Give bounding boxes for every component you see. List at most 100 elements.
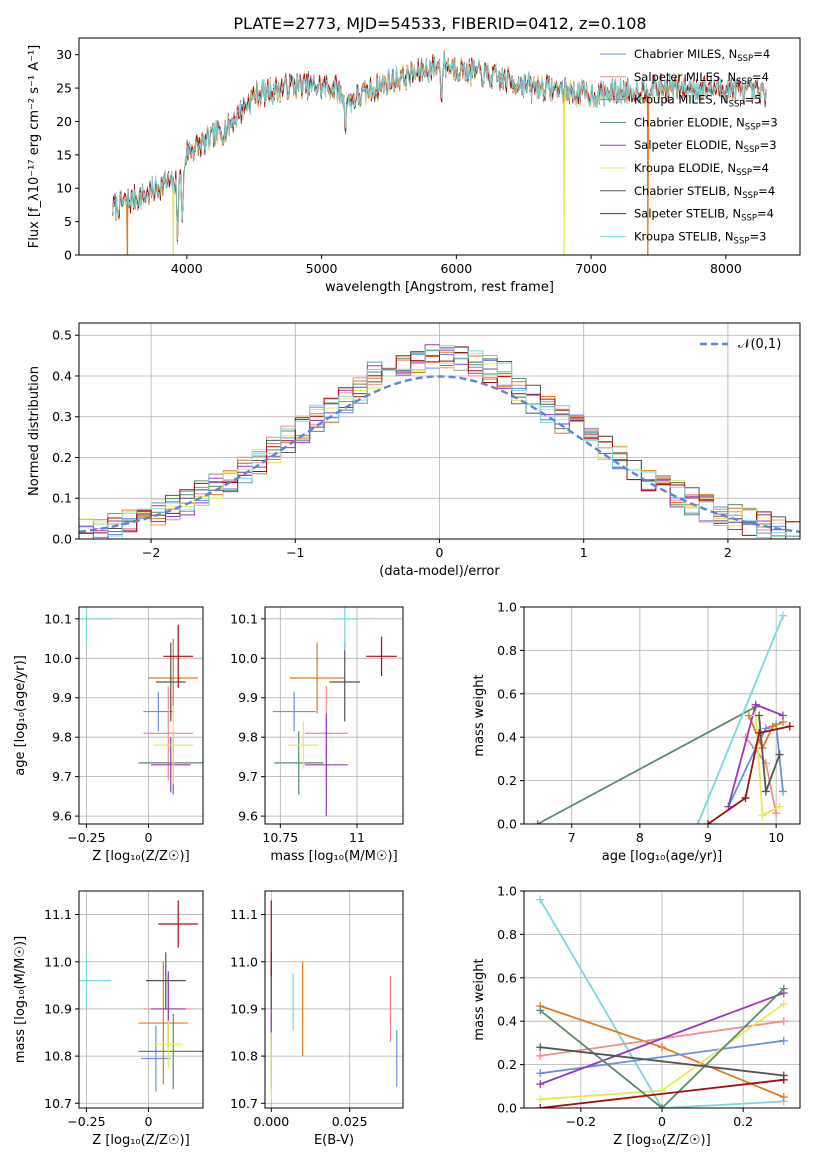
legend-nssp-prefix: , N bbox=[729, 115, 745, 129]
weight-line-kroupa-miles bbox=[748, 715, 784, 751]
legend-nssp-prefix: , N bbox=[720, 70, 736, 84]
legend-nssp-prefix: , N bbox=[718, 229, 734, 243]
legend-equals: = bbox=[753, 47, 763, 61]
weight-marker-salpeter-stelib bbox=[755, 728, 764, 737]
weight-line-chabrier-stelib bbox=[540, 1046, 784, 1077]
x-tick-label: 5000 bbox=[306, 261, 338, 276]
x-tick-label: 8 bbox=[636, 830, 644, 845]
y-tick-label: 9.9 bbox=[238, 690, 258, 705]
legend-nssp-value: 5 bbox=[754, 93, 761, 107]
y-tick-label: 11.1 bbox=[230, 907, 258, 922]
axes-frame bbox=[523, 606, 801, 825]
weight-line-chabrier-miles bbox=[540, 1039, 784, 1075]
plot-area bbox=[536, 895, 788, 1108]
legend-nssp-value: 4 bbox=[768, 184, 775, 198]
x-tick-label: 1 bbox=[580, 545, 588, 560]
weight-marker-kroupa-stelib bbox=[693, 820, 702, 824]
legend-nssp-prefix: , N bbox=[720, 161, 736, 175]
residual-histogram-panel: −2 −1 0 1 2 0.0 0.1 0.2 0.3 0.4 0.5 (data-model)/er… bbox=[27, 322, 801, 579]
legend-ssp-subscript: SSP bbox=[742, 191, 758, 201]
y-tick-label: 15 bbox=[56, 147, 72, 162]
legend-nssp-prefix: , N bbox=[725, 207, 741, 221]
weight-marker-chabrier-miles bbox=[536, 1069, 545, 1078]
legend-nssp-value: 4 bbox=[763, 47, 770, 61]
y-tick-label: 10.0 bbox=[44, 651, 72, 666]
weight-marker-chabrier-elodie bbox=[536, 1006, 545, 1015]
x-axis-label: wavelength [Angstrom, rest frame] bbox=[325, 280, 554, 295]
legend-model-name: Kroupa STELIB bbox=[634, 229, 718, 243]
x-axis-label: (data-model)/error bbox=[379, 564, 500, 579]
y-tick-label: 25 bbox=[56, 81, 72, 96]
x-axis-label: age [log₁₀(age/yr)] bbox=[602, 849, 723, 864]
x-tick-label: 11 bbox=[349, 830, 365, 845]
y-axis-label: Normed distribution bbox=[27, 366, 42, 496]
y-tick-label: 10.0 bbox=[230, 651, 258, 666]
axes-frame bbox=[78, 37, 801, 256]
y-tick-label: 10.1 bbox=[230, 611, 258, 626]
y-tick-label: 0.4 bbox=[497, 730, 517, 745]
legend-model-name: Kroupa MILES bbox=[634, 93, 713, 107]
weight-line-kroupa-stelib bbox=[696, 615, 784, 824]
y-tick-label: 5 bbox=[64, 214, 72, 229]
legend-model-name: Chabrier MILES bbox=[634, 47, 721, 61]
x-tick-label: 10 bbox=[768, 830, 784, 845]
axes-frame bbox=[523, 890, 801, 1109]
age-vs-mass-panel: 10.75 11 9.6 9.7 9.8 9.9 10.0 10.1 mass [log₁₀(M… bbox=[230, 606, 404, 864]
weight-marker-salpeter-miles bbox=[772, 809, 781, 818]
y-tick-label: 0.4 bbox=[497, 1014, 517, 1029]
weight-marker-chabrier-stelib bbox=[761, 787, 770, 796]
legend-model-name: Chabrier STELIB bbox=[634, 184, 726, 198]
x-tick-label: −1 bbox=[286, 545, 304, 560]
weight-line-kroupa-stelib bbox=[539, 899, 784, 1108]
legend-nssp-value: 4 bbox=[762, 70, 769, 84]
x-tick-label: 4000 bbox=[171, 261, 203, 276]
legend-equals: = bbox=[752, 161, 762, 175]
axes-frame bbox=[78, 890, 204, 1109]
plot-area bbox=[112, 50, 767, 255]
y-tick-label: 10.8 bbox=[230, 1049, 258, 1064]
weight-marker-salpeter-miles bbox=[536, 1051, 545, 1060]
y-tick-label: 11.1 bbox=[44, 907, 72, 922]
axes-frame bbox=[264, 606, 404, 825]
axes-frame bbox=[264, 890, 404, 1109]
y-tick-label: 10.7 bbox=[44, 1096, 72, 1111]
weight-line-salpeter-stelib bbox=[540, 1078, 784, 1108]
legend-entry-chabrier-elodie: Chabrier ELODIE, NSSP=3 bbox=[634, 115, 778, 132]
legend-ssp-subscript: SSP bbox=[745, 122, 761, 132]
weight-line-chabrier-elodie bbox=[537, 706, 757, 824]
spectrum-line-kroupa-stelib bbox=[112, 53, 767, 240]
weight-marker-salpeter-elodie bbox=[536, 1080, 545, 1089]
weight-marker-salpeter-stelib bbox=[785, 722, 794, 731]
weight-marker-chabrier-stelib bbox=[755, 711, 764, 720]
y-tick-label: 10 bbox=[56, 181, 72, 196]
weight-marker-salpeter-stelib bbox=[536, 1104, 545, 1108]
x-tick-label: 0.025 bbox=[332, 1114, 368, 1129]
weight-marker-kroupa-stelib bbox=[536, 895, 545, 904]
y-tick-label: 0.6 bbox=[497, 686, 517, 701]
legend-nssp-prefix: , N bbox=[713, 93, 729, 107]
legend-entry-salpeter-stelib: Salpeter STELIB, NSSP=4 bbox=[634, 207, 774, 224]
legend-equals: = bbox=[761, 115, 771, 129]
legend-entry-salpeter-elodie: Salpeter ELODIE, NSSP=3 bbox=[634, 138, 777, 155]
legend-equals: = bbox=[760, 138, 770, 152]
legend-entry-kroupa-elodie: Kroupa ELODIE, NSSP=4 bbox=[634, 161, 769, 178]
weight-marker-kroupa-miles bbox=[658, 1043, 666, 1052]
plot-area bbox=[272, 607, 397, 817]
weight-marker-chabrier-elodie bbox=[533, 820, 542, 824]
weight-marker-chabrier-miles bbox=[778, 787, 787, 796]
legend-model-name: Salpeter ELODIE bbox=[634, 138, 728, 152]
x-tick-label: −0.25 bbox=[67, 830, 105, 845]
legend-entry-salpeter-miles: Salpeter MILES, NSSP=4 bbox=[634, 70, 769, 87]
legend-nssp-value: 3 bbox=[769, 138, 776, 152]
legend-equals: = bbox=[758, 184, 768, 198]
x-tick-label: 0 bbox=[658, 1114, 666, 1129]
x-tick-label: −2 bbox=[142, 545, 160, 560]
legend-nssp-value: 4 bbox=[767, 207, 774, 221]
legend-ssp-subscript: SSP bbox=[734, 236, 750, 246]
mass-weight-vs-metallicity-panel: −0.2 0 0.2 0.0 0.2 0.4 0.6 0.8 1.0 Z [log₁₀(Z/Z☉)… bbox=[472, 884, 801, 1148]
spectrum-panel: 4000 5000 6000 7000 8000 0 5 10 15 20 25 30 waveleng… bbox=[27, 37, 801, 295]
weight-marker-kroupa-elodie bbox=[775, 802, 784, 811]
y-tick-label: 9.6 bbox=[52, 809, 72, 824]
y-tick-label: 0 bbox=[64, 248, 72, 263]
x-tick-label: 0.000 bbox=[253, 1114, 289, 1129]
